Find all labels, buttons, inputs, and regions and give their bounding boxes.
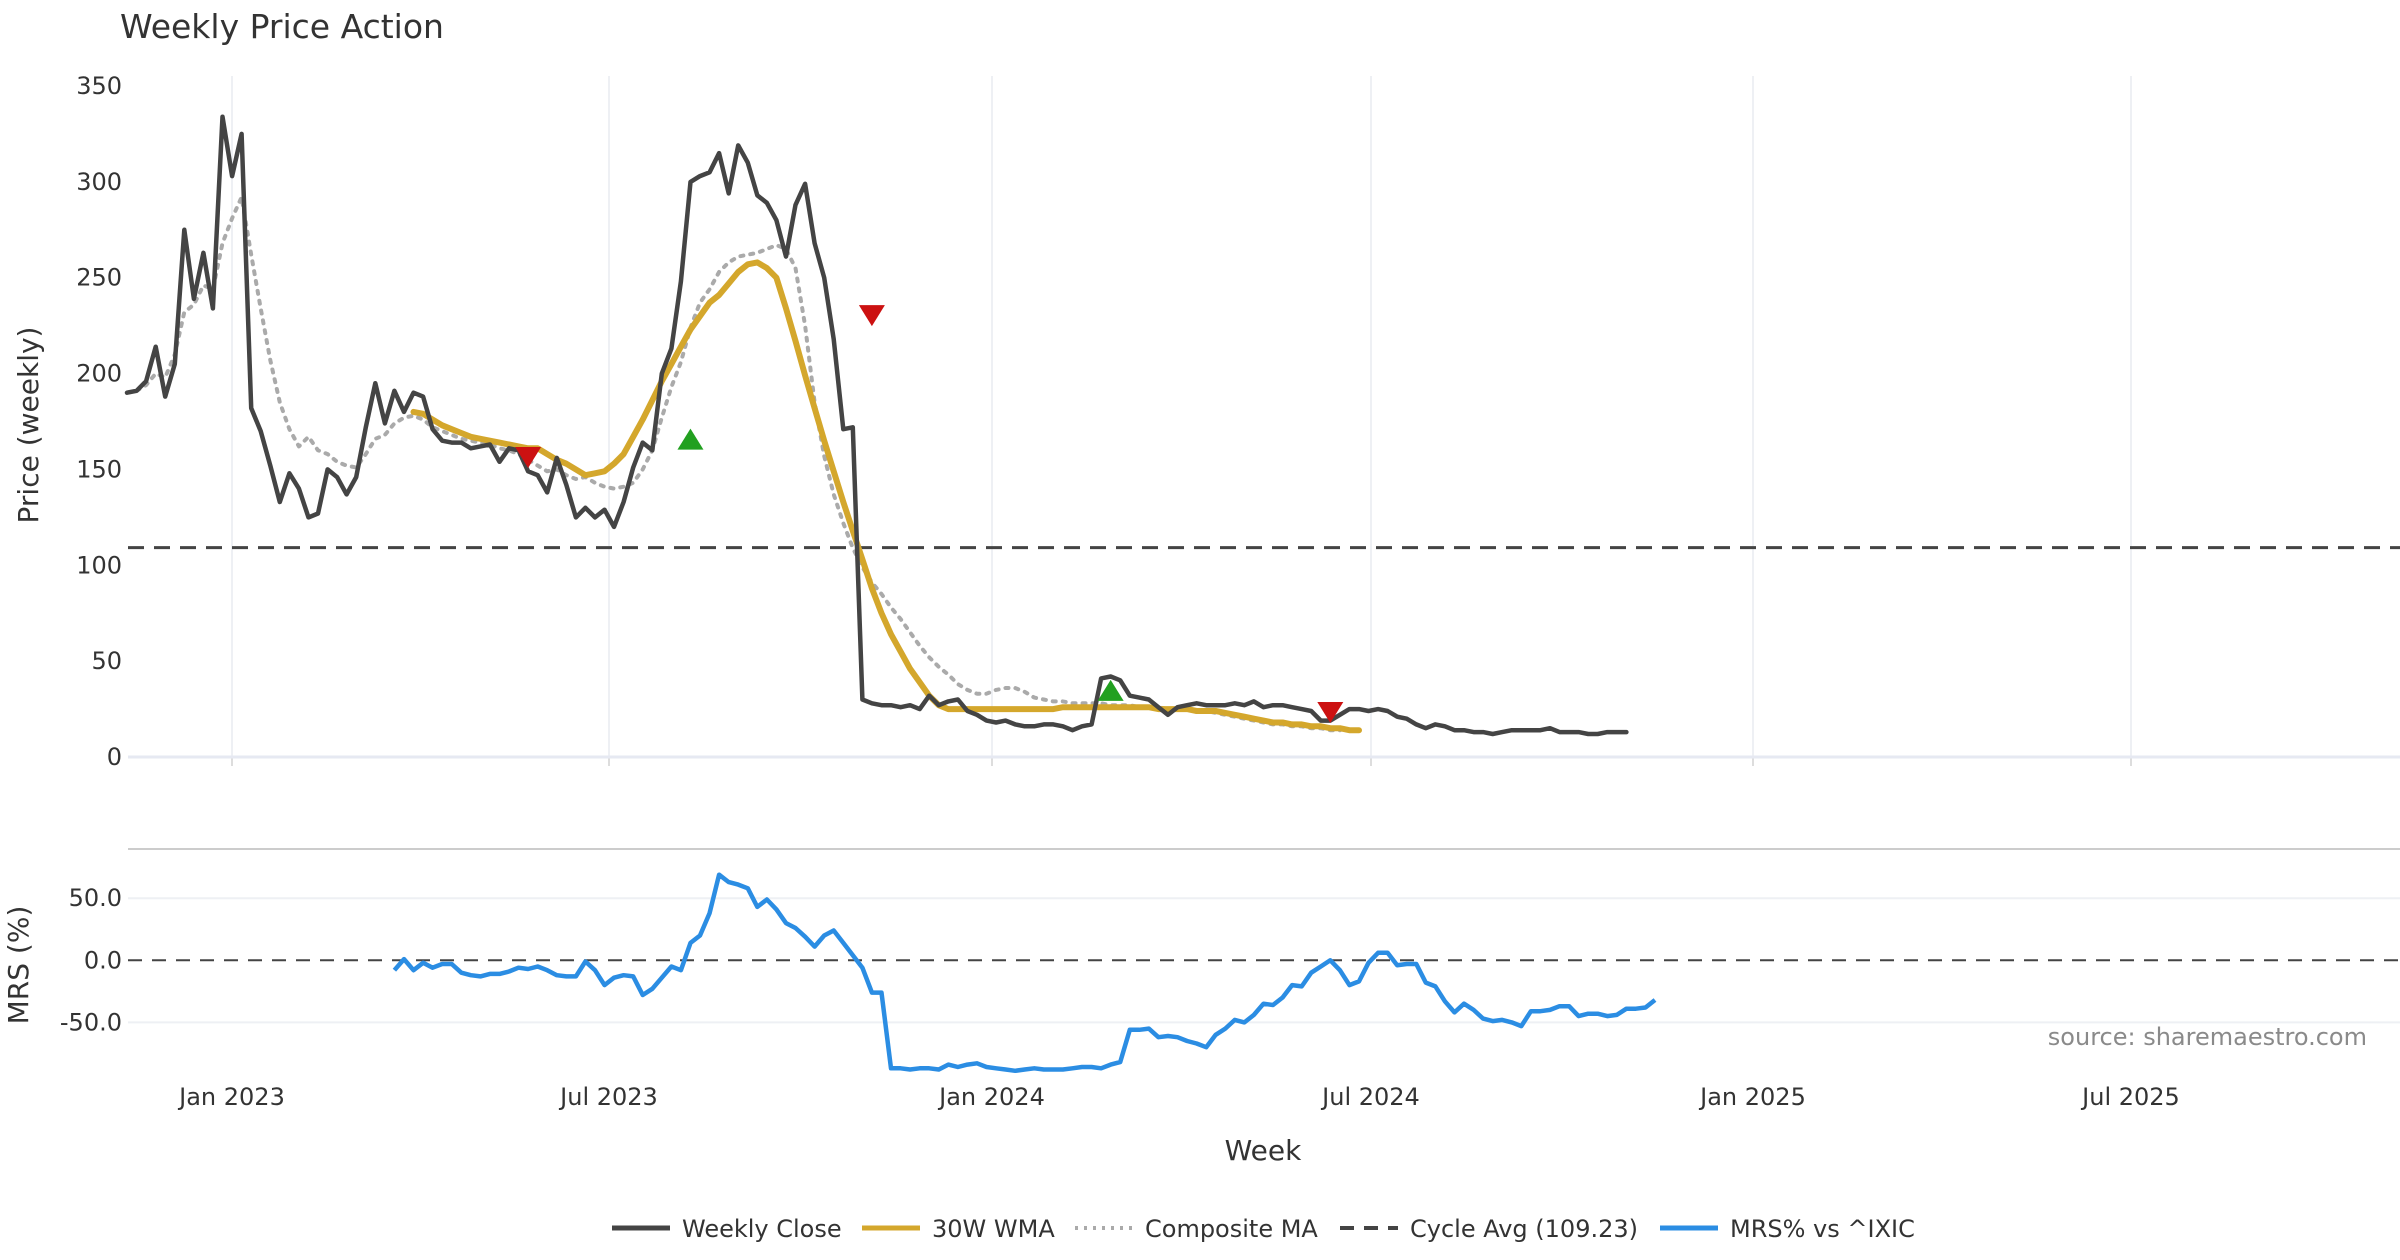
x-tick-label-2: Jan 2024 bbox=[937, 1083, 1045, 1111]
x-axis-label: Week bbox=[1225, 1134, 1302, 1167]
x-tick-label-3: Jul 2024 bbox=[1320, 1083, 1420, 1111]
x-tick-label-4: Jan 2025 bbox=[1698, 1083, 1806, 1111]
price-y-tick-0: 0 bbox=[107, 743, 122, 771]
series-weekly-close bbox=[124, 114, 1629, 737]
sell-signal-1 bbox=[858, 305, 885, 327]
mrs-y-tick-2: -50.0 bbox=[60, 1008, 122, 1036]
mrs-y-ticks: 50.0 0.0 -50.0 bbox=[60, 884, 122, 1036]
legend-label-4: MRS% vs ^IXIC bbox=[1730, 1215, 1915, 1243]
price-y-tick-3: 150 bbox=[76, 455, 122, 483]
mrs-series-group bbox=[392, 872, 1657, 1074]
legend-label-0: Weekly Close bbox=[682, 1215, 842, 1243]
price-series-group bbox=[124, 114, 2400, 737]
price-y-tick-5: 250 bbox=[76, 264, 122, 292]
legend-label-3: Cycle Avg (109.23) bbox=[1410, 1215, 1638, 1243]
x-axis-ticks: Jan 2023 Jul 2023 Jan 2024 Jul 2024 Jan 2025… bbox=[177, 1083, 2180, 1111]
legend-label-2: Composite MA bbox=[1145, 1215, 1318, 1243]
x-tick-label-0: Jan 2023 bbox=[177, 1083, 285, 1111]
price-y-tick-7: 350 bbox=[76, 72, 122, 100]
series-30w-wma bbox=[410, 259, 1362, 734]
price-y-ticks: 0 50 100 150 200 250 300 350 bbox=[76, 72, 122, 771]
series-mrs-vs-ixic bbox=[392, 872, 1657, 1074]
mrs-y-axis-label: MRS (%) bbox=[2, 906, 35, 1025]
price-y-axis-label: Price (weekly) bbox=[12, 327, 45, 524]
mrs-grid bbox=[128, 897, 2400, 1024]
price-y-tick-2: 100 bbox=[76, 551, 122, 579]
buy-signal-1 bbox=[1097, 679, 1124, 701]
sell-signal-0 bbox=[515, 447, 542, 469]
price-y-tick-1: 50 bbox=[91, 647, 122, 675]
price-y-tick-4: 200 bbox=[76, 360, 122, 388]
chart-title: Weekly Price Action bbox=[120, 7, 444, 46]
sell-signal-2 bbox=[1317, 701, 1344, 723]
source-annotation: source: sharemaestro.com bbox=[2048, 1023, 2367, 1051]
buy-signal-0 bbox=[677, 428, 704, 450]
x-tick-label-1: Jul 2023 bbox=[558, 1083, 658, 1111]
mrs-y-tick-1: 0.0 bbox=[84, 946, 122, 974]
signal-markers bbox=[515, 305, 1344, 723]
series-composite-ma bbox=[125, 195, 1342, 733]
legend: Weekly Close 30W WMA Composite MA Cycle Avg… bbox=[612, 1215, 1915, 1243]
price-y-tick-6: 300 bbox=[76, 168, 122, 196]
x-tick-label-5: Jul 2025 bbox=[2080, 1083, 2180, 1111]
price-grid bbox=[128, 76, 2400, 766]
legend-label-1: 30W WMA bbox=[932, 1215, 1055, 1243]
mrs-y-tick-0: 50.0 bbox=[69, 884, 122, 912]
